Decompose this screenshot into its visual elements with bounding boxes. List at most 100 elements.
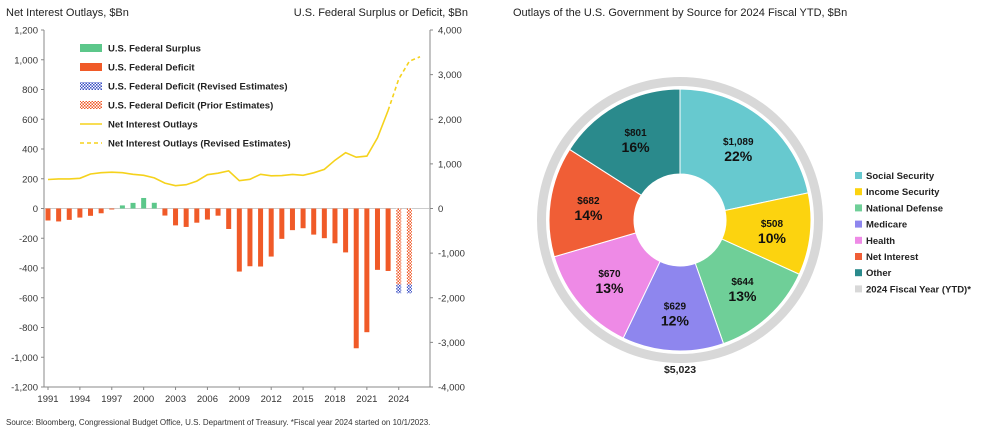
x-tick-label: 2000 bbox=[133, 394, 154, 405]
deficit-bar bbox=[66, 208, 72, 220]
legend-label: U.S. Federal Deficit bbox=[108, 63, 195, 74]
deficit-bar bbox=[109, 208, 115, 210]
deficit-bar bbox=[353, 208, 359, 349]
deficit-bar bbox=[385, 208, 391, 271]
deficit-bar bbox=[374, 208, 380, 270]
donut-legend-item: Health bbox=[855, 236, 895, 247]
left-tick-label: 200 bbox=[22, 174, 38, 185]
deficit-bar bbox=[88, 208, 94, 216]
left-tick-label: 400 bbox=[22, 145, 38, 156]
legend-label: Net Interest Outlays bbox=[108, 120, 198, 131]
slice-value-label: $801 bbox=[624, 128, 647, 139]
x-tick-label: 2012 bbox=[261, 394, 282, 405]
legend-item-revised: U.S. Federal Deficit (Revised Estimates) bbox=[80, 82, 288, 93]
x-tick-label: 1994 bbox=[69, 394, 90, 405]
donut-slice bbox=[548, 148, 642, 258]
left-tick-label: 1,000 bbox=[14, 55, 38, 66]
deficit-bar bbox=[204, 208, 210, 220]
right-tick-label: 0 bbox=[438, 204, 443, 215]
slice-percent-label: 16% bbox=[622, 139, 651, 155]
legend-label: Net Interest bbox=[866, 252, 919, 263]
net-interest-line bbox=[47, 110, 389, 187]
right-tick-label: -2,000 bbox=[438, 293, 465, 304]
right-tick-label: 1,000 bbox=[438, 159, 462, 170]
legend-label: National Defense bbox=[866, 203, 943, 214]
left-tick-label: -1,200 bbox=[11, 383, 38, 394]
left-tick-label: -1,000 bbox=[11, 353, 38, 364]
slice-value-label: $670 bbox=[598, 269, 621, 280]
legend-label: U.S. Federal Deficit (Revised Estimates) bbox=[108, 82, 288, 93]
prior-estimate-bar bbox=[406, 208, 412, 285]
legend-swatch bbox=[80, 101, 102, 109]
slice-value-label: $629 bbox=[664, 301, 687, 312]
deficit-bar bbox=[194, 208, 200, 223]
x-tick-label: 2009 bbox=[229, 394, 250, 405]
donut: $1,08922%$50810%$64413%$62912%$67013%$68… bbox=[537, 77, 823, 376]
legend-item-prior: U.S. Federal Deficit (Prior Estimates) bbox=[80, 101, 273, 112]
line-series bbox=[47, 56, 421, 187]
deficit-bar bbox=[332, 208, 338, 244]
donut-legend: Social Security Income Security National D… bbox=[855, 171, 971, 295]
right-axis-title: U.S. Federal Surplus or Deficit, $Bn bbox=[294, 7, 468, 19]
slice-value-label: $682 bbox=[577, 196, 600, 207]
legend-swatch bbox=[855, 172, 862, 179]
donut-legend-item: Net Interest bbox=[855, 252, 919, 263]
deficit-bar bbox=[183, 208, 189, 227]
legend-swatch bbox=[80, 82, 102, 90]
deficit-bar bbox=[279, 208, 285, 239]
revised-estimate-bar bbox=[396, 284, 402, 294]
legend-label: U.S. Federal Deficit (Prior Estimates) bbox=[108, 101, 273, 112]
donut-slice bbox=[679, 88, 809, 212]
left-tick-label: -400 bbox=[19, 264, 38, 275]
right-tick-label: 2,000 bbox=[438, 115, 462, 126]
right-tick-label: -4,000 bbox=[438, 383, 465, 394]
revised-estimate-bar bbox=[406, 284, 412, 294]
deficit-bar bbox=[247, 208, 253, 267]
deficit-bar bbox=[258, 208, 264, 267]
left-tick-label: -200 bbox=[19, 234, 38, 245]
legend-label: Medicare bbox=[866, 220, 907, 231]
donut-total-label: $5,023 bbox=[664, 364, 696, 376]
right-tick-label: -3,000 bbox=[438, 338, 465, 349]
donut-chart-title: Outlays of the U.S. Government by Source… bbox=[513, 7, 847, 19]
donut-slice bbox=[694, 238, 800, 345]
deficit-bar bbox=[98, 208, 104, 214]
slice-value-label: $644 bbox=[731, 277, 754, 288]
legend-swatch bbox=[855, 204, 862, 212]
left-tick-label: 800 bbox=[22, 85, 38, 96]
donut-slice bbox=[568, 88, 681, 196]
deficit-bar bbox=[321, 208, 327, 239]
surplus-bar bbox=[119, 205, 125, 209]
deficit-bar bbox=[173, 208, 179, 226]
legend-label: 2024 Fiscal Year (YTD)* bbox=[866, 284, 971, 295]
x-tick-label: 2024 bbox=[388, 394, 409, 405]
right-tick-label: 3,000 bbox=[438, 70, 462, 81]
legend-label: U.S. Federal Surplus bbox=[108, 44, 201, 55]
x-tick-label: 2003 bbox=[165, 394, 186, 405]
legend-swatch bbox=[80, 44, 102, 52]
legend-swatch bbox=[855, 236, 862, 244]
deficit-bar bbox=[56, 208, 62, 222]
legend-item-surplus: U.S. Federal Surplus bbox=[80, 44, 201, 55]
left-tick-label: 600 bbox=[22, 115, 38, 126]
legend-swatch bbox=[855, 220, 862, 228]
deficit-bar bbox=[45, 208, 51, 221]
x-tick-label: 1997 bbox=[101, 394, 122, 405]
deficit-bar bbox=[215, 208, 221, 216]
deficit-bar bbox=[77, 208, 83, 218]
chart-axes: 1,2001,0008006004002000-200-400-600-800-… bbox=[11, 26, 465, 406]
slice-percent-label: 13% bbox=[728, 288, 757, 304]
deficit-bar bbox=[268, 208, 274, 257]
x-tick-label: 2021 bbox=[356, 394, 377, 405]
slice-percent-label: 13% bbox=[595, 280, 624, 296]
legend-label: Health bbox=[866, 236, 895, 247]
slice-value-label: $1,089 bbox=[723, 137, 754, 148]
outlays-donut-chart: Outlays of the U.S. Government by Source… bbox=[513, 7, 971, 376]
legend-item-dashed: Net Interest Outlays (Revised Estimates) bbox=[80, 139, 291, 150]
left-tick-label: 0 bbox=[33, 204, 38, 215]
deficit-bar bbox=[343, 208, 349, 253]
legend-label: Other bbox=[866, 268, 892, 279]
chart-legend: U.S. Federal Surplus U.S. Federal Deficit… bbox=[80, 44, 291, 150]
legend-swatch bbox=[855, 269, 862, 277]
legend-item-line: Net Interest Outlays bbox=[80, 120, 198, 131]
